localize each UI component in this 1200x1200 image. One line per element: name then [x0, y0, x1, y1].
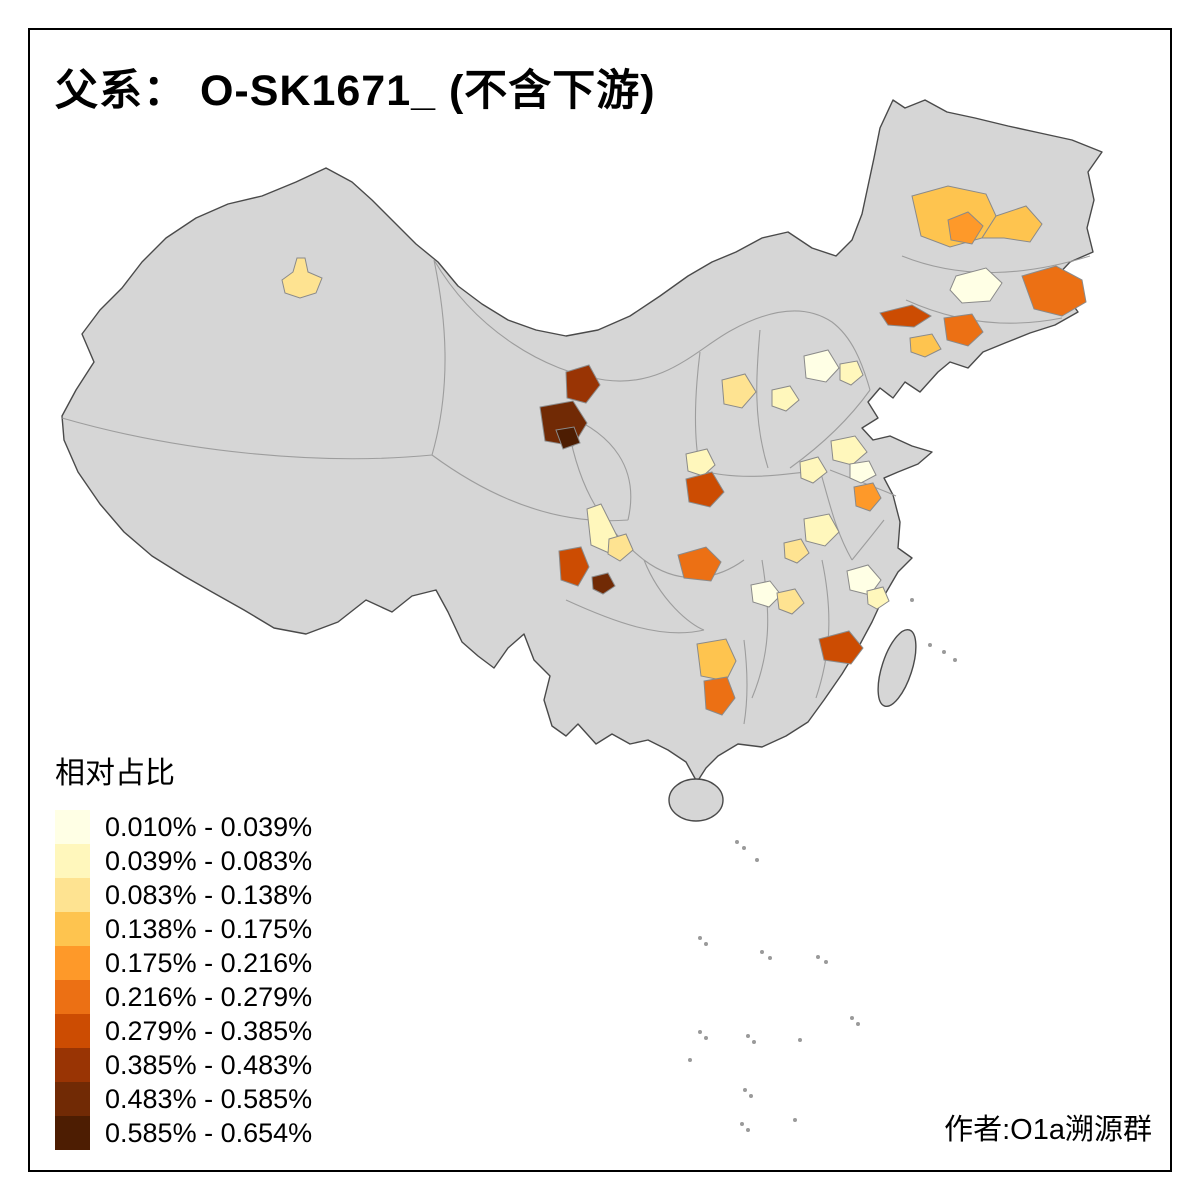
- south-china-sea-islands: [688, 598, 957, 1132]
- legend-item: 0.385% - 0.483%: [55, 1048, 312, 1082]
- map-region: [696, 638, 737, 682]
- legend-swatch: [55, 946, 90, 980]
- map-region: [750, 580, 782, 608]
- taiwan-island: [877, 628, 917, 708]
- legend-swatch: [55, 912, 90, 946]
- map-region: [685, 448, 716, 477]
- china-outline: [61, 99, 1103, 783]
- map-region: [943, 313, 984, 347]
- legend-swatch: [55, 878, 90, 912]
- province-borders: [61, 255, 1091, 725]
- legend-swatch: [55, 1014, 90, 1048]
- hainan-island: [668, 778, 724, 822]
- legend-title: 相对占比: [55, 757, 175, 790]
- legend-label: 0.385% - 0.483%: [105, 1049, 313, 1080]
- map-region: [830, 435, 868, 466]
- map-region: [685, 471, 725, 508]
- map-region: [591, 572, 616, 595]
- legend: 相对占比 0.010% - 0.039% 0.039% - 0.083% 0.0…: [55, 748, 312, 1150]
- map-region: [771, 385, 800, 412]
- map-region: [839, 360, 864, 386]
- map-region: [555, 426, 581, 450]
- legend-swatch: [55, 844, 90, 878]
- legend-item: 0.279% - 0.385%: [55, 1014, 312, 1048]
- page-title: 父系： O-SK1671_ (不含下游): [55, 67, 656, 115]
- map-region: [776, 588, 805, 615]
- legend-swatch: [55, 1082, 90, 1116]
- legend-swatch: [55, 1116, 90, 1150]
- legend-swatch: [55, 810, 90, 844]
- legend-item: 0.083% - 0.138%: [55, 878, 312, 912]
- map-region: [558, 546, 590, 587]
- map-region: [853, 482, 882, 512]
- map-region: [281, 257, 323, 299]
- map-region: [677, 546, 722, 582]
- legend-swatch: [55, 980, 90, 1014]
- legend-label: 0.010% - 0.039%: [105, 811, 313, 842]
- legend-item: 0.216% - 0.279%: [55, 980, 312, 1014]
- map-region: [799, 456, 828, 484]
- map-region: [803, 513, 840, 547]
- map-region: [783, 538, 810, 564]
- map-region: [879, 304, 932, 328]
- legend-item: 0.039% - 0.083%: [55, 844, 312, 878]
- map-region: [565, 364, 601, 404]
- map-region: [909, 333, 942, 358]
- map-region: [981, 205, 1043, 243]
- legend-label: 0.175% - 0.216%: [105, 947, 313, 978]
- map-region: [721, 373, 757, 409]
- map-region: [866, 586, 890, 610]
- legend-item: 0.483% - 0.585%: [55, 1082, 312, 1116]
- colored-regions: [281, 185, 1087, 716]
- legend-item: 0.138% - 0.175%: [55, 912, 312, 946]
- legend-label: 0.483% - 0.585%: [105, 1083, 313, 1114]
- legend-swatch: [55, 1048, 90, 1082]
- legend-label: 0.216% - 0.279%: [105, 981, 313, 1012]
- map-region: [947, 211, 984, 245]
- legend-label: 0.279% - 0.385%: [105, 1015, 313, 1046]
- map-region: [703, 676, 736, 716]
- legend-item: 0.175% - 0.216%: [55, 946, 312, 980]
- map-region: [1021, 265, 1087, 317]
- map-region: [803, 349, 840, 383]
- map-region: [849, 460, 877, 484]
- attribution: 作者:O1a溯源群: [944, 1114, 1152, 1146]
- legend-item: 0.585% - 0.654%: [55, 1116, 312, 1150]
- legend-label: 0.039% - 0.083%: [105, 845, 313, 876]
- map-region: [818, 630, 864, 665]
- legend-label: 0.083% - 0.138%: [105, 879, 313, 910]
- map-region: [607, 533, 634, 562]
- map-region: [949, 267, 1003, 304]
- legend-label: 0.585% - 0.654%: [105, 1117, 313, 1148]
- legend-label: 0.138% - 0.175%: [105, 913, 313, 944]
- map-region: [846, 564, 882, 596]
- legend-item: 0.010% - 0.039%: [55, 810, 312, 844]
